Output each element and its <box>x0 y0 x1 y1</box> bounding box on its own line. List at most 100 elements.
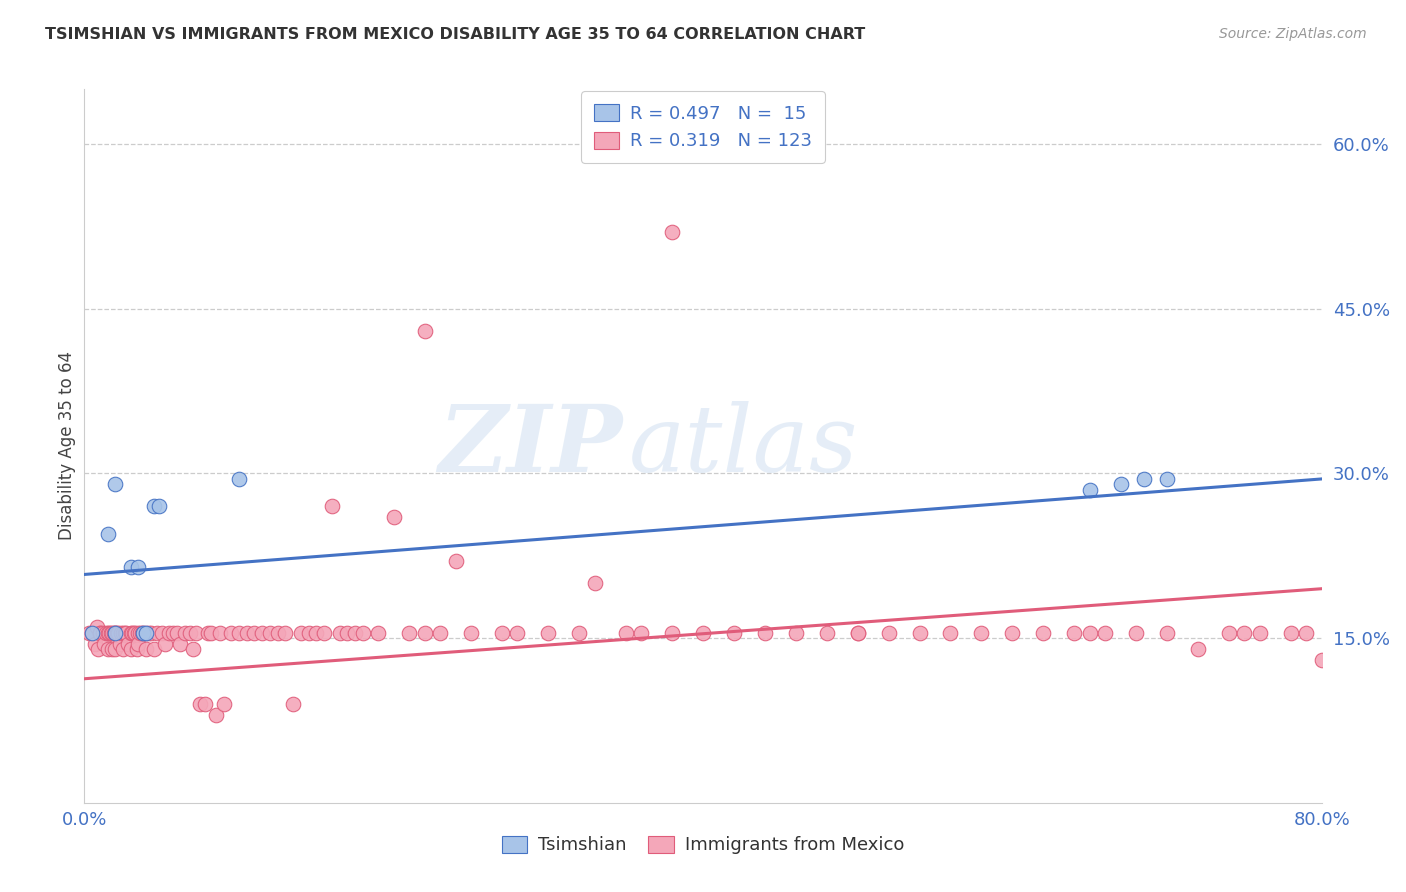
Point <box>131 625 153 640</box>
Point <box>537 625 560 640</box>
Point <box>121 625 143 640</box>
Point <box>93 637 115 651</box>
Point <box>148 500 170 514</box>
Point <box>212 697 235 711</box>
Point <box>184 625 207 640</box>
Point <box>200 625 222 640</box>
Point <box>104 625 127 640</box>
Point <box>228 625 250 640</box>
Point <box>96 526 118 541</box>
Point <box>336 625 359 640</box>
Point <box>96 625 118 640</box>
Point <box>77 625 100 640</box>
Point <box>115 625 138 640</box>
Point <box>89 625 111 640</box>
Point <box>274 625 297 640</box>
Point <box>104 625 127 640</box>
Point <box>614 625 637 640</box>
Point <box>108 637 131 651</box>
Point <box>630 625 652 640</box>
Point <box>1233 625 1256 640</box>
Point <box>281 697 305 711</box>
Point <box>1133 472 1156 486</box>
Point <box>139 625 162 640</box>
Point <box>181 642 204 657</box>
Point <box>89 625 111 640</box>
Point <box>104 625 127 640</box>
Point <box>661 225 683 239</box>
Point <box>908 625 931 640</box>
Point <box>1032 625 1054 640</box>
Point <box>127 559 149 574</box>
Point <box>96 642 118 657</box>
Point <box>132 625 155 640</box>
Point <box>1310 653 1333 667</box>
Point <box>194 697 217 711</box>
Point <box>491 625 513 640</box>
Point <box>107 625 129 640</box>
Point <box>267 625 290 640</box>
Point <box>87 642 110 657</box>
Point <box>112 642 135 657</box>
Point <box>104 477 127 491</box>
Point <box>132 625 155 640</box>
Point <box>1001 625 1024 640</box>
Point <box>153 637 176 651</box>
Point <box>150 625 173 640</box>
Point <box>398 625 420 640</box>
Point <box>84 637 107 651</box>
Point <box>846 625 869 640</box>
Point <box>112 625 135 640</box>
Point <box>692 625 714 640</box>
Point <box>305 625 328 640</box>
Point <box>114 625 136 640</box>
Point <box>120 559 142 574</box>
Point <box>146 625 169 640</box>
Point <box>259 625 281 640</box>
Point <box>86 620 108 634</box>
Point <box>120 642 142 657</box>
Point <box>1094 625 1116 640</box>
Point <box>197 625 219 640</box>
Point <box>143 642 166 657</box>
Text: atlas: atlas <box>628 401 858 491</box>
Point <box>1187 642 1209 657</box>
Point <box>1078 483 1101 497</box>
Point <box>124 625 146 640</box>
Point <box>429 625 451 640</box>
Point <box>82 625 104 640</box>
Point <box>94 625 117 640</box>
Point <box>104 642 127 657</box>
Legend: Tsimshian, Immigrants from Mexico: Tsimshian, Immigrants from Mexico <box>495 829 911 862</box>
Point <box>138 625 160 640</box>
Point <box>209 625 232 640</box>
Point <box>1109 477 1132 491</box>
Point <box>1279 625 1302 640</box>
Point <box>110 625 132 640</box>
Point <box>159 625 180 640</box>
Point <box>1295 625 1317 640</box>
Point <box>382 510 405 524</box>
Point <box>1156 472 1178 486</box>
Point <box>367 625 389 640</box>
Point <box>877 625 900 640</box>
Point <box>125 642 148 657</box>
Point <box>661 625 683 640</box>
Point <box>122 625 145 640</box>
Point <box>103 625 125 640</box>
Point <box>1063 625 1085 640</box>
Point <box>939 625 962 640</box>
Point <box>1125 625 1147 640</box>
Point <box>583 576 606 591</box>
Point <box>250 625 273 640</box>
Point <box>162 625 184 640</box>
Point <box>98 625 121 640</box>
Point <box>343 625 366 640</box>
Point <box>970 625 993 640</box>
Point <box>815 625 838 640</box>
Point <box>785 625 807 640</box>
Point <box>105 625 128 640</box>
Point <box>188 697 211 711</box>
Point <box>135 625 157 640</box>
Text: Source: ZipAtlas.com: Source: ZipAtlas.com <box>1219 27 1367 41</box>
